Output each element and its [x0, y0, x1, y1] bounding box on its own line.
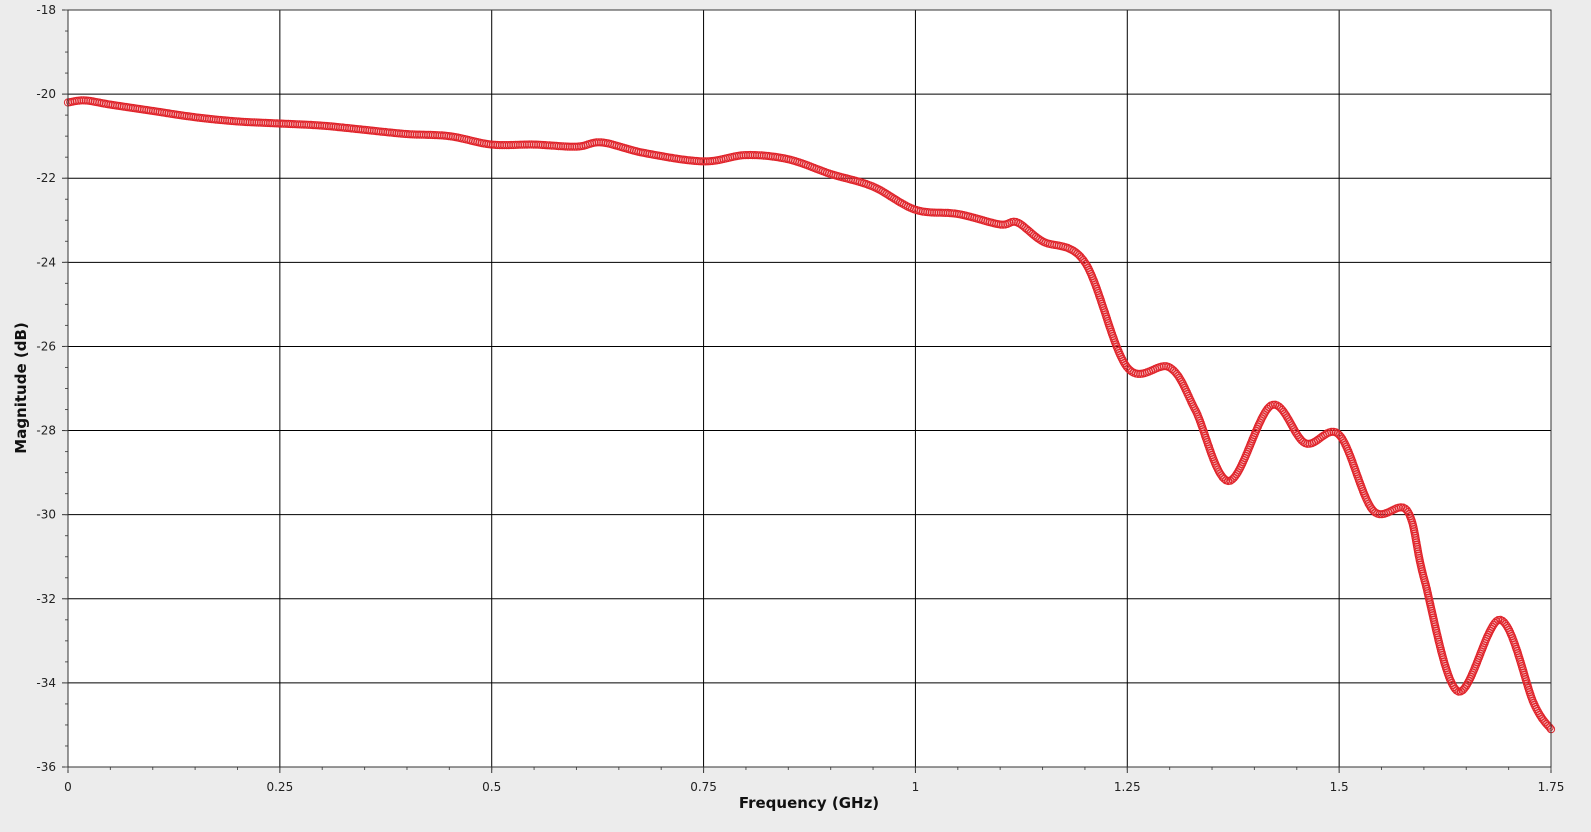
x-tick-label: 1.75: [1538, 780, 1565, 794]
data-point: [1364, 499, 1373, 508]
data-point: [1533, 706, 1542, 716]
data-point: [1487, 624, 1496, 633]
y-tick-label: -20: [36, 87, 56, 101]
x-tick-label: 1.5: [1330, 780, 1349, 794]
y-tick-label: -30: [36, 508, 56, 522]
y-tick-label: -32: [36, 592, 56, 606]
plot-frame: [67, 9, 1552, 768]
x-tick-label: 1: [912, 780, 920, 794]
data-point: [1452, 686, 1461, 695]
y-tick-label: -26: [36, 339, 56, 353]
data-point: [1289, 425, 1299, 434]
plot-area: [68, 10, 1551, 767]
data-point: [1268, 400, 1278, 409]
y-tick-label: -36: [36, 760, 56, 774]
data-point: [1258, 412, 1267, 421]
y-tick-label: -18: [36, 3, 56, 17]
data-point: [1288, 423, 1298, 432]
x-axis-label: Frequency (GHz): [739, 794, 879, 812]
data-point: [874, 185, 883, 194]
data-point: [1175, 373, 1184, 382]
x-tick-label: 0.25: [266, 780, 293, 794]
y-axis-label: Magnitude (dB): [12, 322, 30, 453]
y-tick-label: -28: [36, 424, 56, 438]
data-point: [1232, 470, 1241, 479]
data-point: [1282, 411, 1291, 420]
y-tick-label: -24: [36, 255, 56, 269]
x-tick-label: 0: [64, 780, 72, 794]
y-tick-label: -34: [36, 676, 56, 690]
data-point: [1259, 410, 1269, 419]
series-layer: [63, 96, 1556, 734]
y-tick-label: -22: [36, 171, 56, 185]
data-point: [1486, 626, 1495, 635]
data-point: [1492, 617, 1501, 626]
y-tick-labels: -36 -34 -32 -30 -28 -26 -24 -22 -20 -18: [36, 3, 56, 774]
x-tick-label: 1.25: [1114, 780, 1141, 794]
data-point: [893, 197, 903, 206]
data-point: [1545, 723, 1554, 732]
x-tick-label: 0.75: [690, 780, 717, 794]
data-point: [1283, 413, 1292, 422]
x-tick-labels: 0 0.25 0.5 0.75 1 1.25 1.5 1.75: [64, 780, 1564, 794]
data-point: [876, 186, 885, 195]
data-point: [1220, 474, 1229, 483]
data-point: [1119, 357, 1128, 366]
x-tick-label: 0.5: [482, 780, 501, 794]
data-series: [63, 96, 1556, 734]
